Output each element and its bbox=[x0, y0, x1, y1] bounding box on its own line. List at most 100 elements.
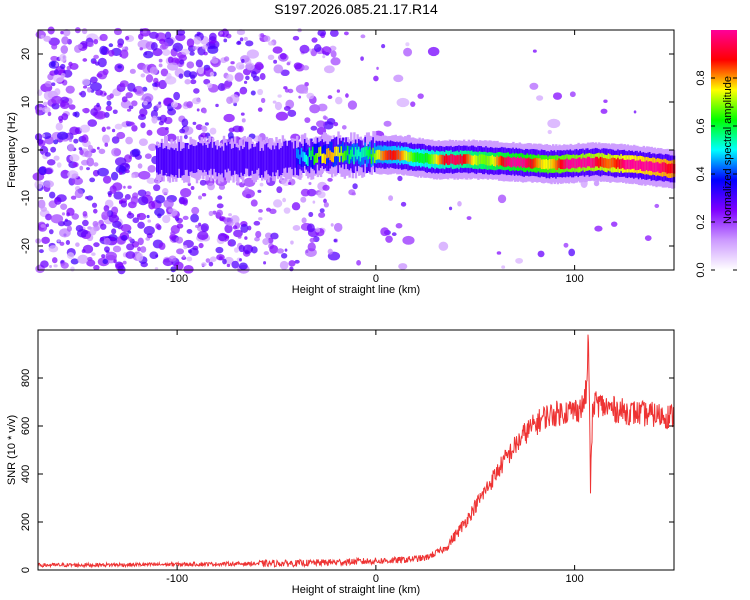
spectrogram-cell bbox=[93, 54, 99, 59]
spectrogram-cell bbox=[341, 125, 347, 130]
spectrogram-cell bbox=[197, 65, 205, 75]
spectrogram-ridge-cell bbox=[631, 159, 634, 169]
spectrogram-ridge-cell bbox=[623, 159, 626, 170]
spectrogram-cell bbox=[168, 255, 177, 262]
x-tick-label: 100 bbox=[565, 273, 583, 285]
spectrogram-cell bbox=[150, 42, 158, 51]
spectrogram-cell bbox=[273, 64, 284, 74]
spectrogram-cell bbox=[60, 72, 66, 79]
spectrogram-ridge-cell bbox=[381, 150, 385, 161]
spectrogram-cell bbox=[126, 243, 135, 251]
spectrogram-cell bbox=[48, 191, 56, 199]
spectrogram-ridge-cell bbox=[569, 159, 572, 170]
spectrogram-cell bbox=[77, 254, 89, 264]
spectrogram-cell bbox=[192, 45, 198, 51]
spectrogram-cell bbox=[113, 191, 124, 200]
spectrogram-ridge-cell bbox=[181, 148, 184, 176]
spectrogram-cell bbox=[112, 245, 122, 253]
spectrogram-cell bbox=[187, 182, 191, 187]
spectrogram-ridge-cell bbox=[362, 147, 366, 158]
spectrogram-cell bbox=[91, 252, 96, 256]
spectrogram-ridge-cell bbox=[389, 150, 393, 160]
spectrogram-cell bbox=[56, 162, 62, 168]
spectrogram-ridge-cell bbox=[307, 156, 310, 167]
spectrogram-cell bbox=[287, 109, 297, 117]
spectrogram-cell bbox=[139, 108, 148, 117]
spectrogram-cell bbox=[299, 44, 310, 54]
spectrogram-cell bbox=[322, 115, 327, 120]
spectrogram-cell bbox=[55, 122, 63, 131]
spectrogram-cell bbox=[125, 251, 136, 259]
spectrogram-ridge-cell bbox=[218, 146, 221, 173]
spectrogram-cell bbox=[109, 236, 116, 242]
spectrogram-cell bbox=[300, 196, 307, 203]
spectrogram-ridge-cell bbox=[416, 152, 420, 162]
spectrogram-cell bbox=[497, 194, 507, 204]
spectrogram-cell bbox=[633, 110, 637, 114]
spectrogram-cell bbox=[195, 124, 203, 131]
spectrogram-cell bbox=[60, 63, 66, 70]
spectrogram-cell bbox=[53, 155, 60, 161]
spectrogram-cell bbox=[90, 76, 98, 84]
spectrogram-cell bbox=[158, 121, 164, 126]
spectrogram-ridge-cell bbox=[612, 157, 615, 168]
spectrogram-ridge-cell bbox=[556, 160, 560, 170]
spectrogram-cell bbox=[292, 35, 300, 41]
spectrogram-cell bbox=[85, 233, 91, 239]
spectrogram-cell bbox=[110, 171, 119, 181]
spectrogram-cell bbox=[593, 180, 600, 187]
spectrogram-cell bbox=[93, 38, 99, 45]
spectrogram-cell bbox=[396, 97, 410, 108]
x-tick-label: -100 bbox=[166, 273, 188, 285]
spectrogram-ridge-cell bbox=[342, 152, 345, 163]
spectrogram-cell bbox=[277, 94, 282, 98]
spectrogram-cell bbox=[254, 236, 260, 242]
spectrogram-cell bbox=[65, 85, 75, 94]
x-tick-label: 0 bbox=[373, 573, 379, 585]
spectrogram-cell bbox=[438, 241, 449, 251]
spectrogram-cell bbox=[276, 186, 283, 194]
spectrogram-ridge-cell bbox=[356, 149, 359, 160]
y-tick-label: 0 bbox=[20, 567, 32, 573]
spectrogram-cell bbox=[417, 93, 424, 99]
spectrogram-cell bbox=[108, 214, 120, 223]
spectrogram-cell bbox=[91, 202, 98, 208]
spectrogram-cell bbox=[391, 232, 397, 237]
spectrogram-ridge-cell bbox=[432, 154, 436, 165]
spectrogram-cell bbox=[84, 150, 93, 158]
spectrogram-ridge-cell bbox=[299, 154, 302, 165]
spectrogram-cell bbox=[283, 106, 291, 112]
spectrogram-ridge-cell bbox=[226, 145, 229, 173]
spectrogram-cell bbox=[311, 37, 318, 43]
spectrogram-cell bbox=[126, 212, 135, 219]
spectrogram-ridge-cell bbox=[178, 141, 181, 169]
spectrogram-cell bbox=[60, 203, 68, 210]
spectrogram-ridge-cell bbox=[636, 160, 639, 171]
spectrogram-ridge-cell bbox=[351, 147, 355, 157]
spectrogram-cell bbox=[206, 82, 213, 89]
spectrogram-ridge-cell bbox=[594, 156, 598, 167]
spectrogram-cell bbox=[40, 206, 48, 212]
spectrogram-ridge-cell bbox=[515, 158, 518, 168]
spectrogram-cell bbox=[600, 108, 608, 114]
spectrogram-cell bbox=[160, 68, 169, 77]
spectrogram-ridge-cell bbox=[585, 158, 588, 168]
spectrogram-cell bbox=[138, 138, 148, 146]
spectrogram-cell bbox=[44, 80, 52, 88]
spectrogram-cell bbox=[113, 259, 117, 264]
spectrogram-cell bbox=[448, 206, 453, 211]
spectrogram-cell bbox=[233, 247, 240, 253]
colorbar-tick-label: 0.2 bbox=[695, 214, 707, 229]
spectrogram-cell bbox=[73, 138, 79, 144]
spectrogram-cell bbox=[308, 211, 314, 217]
spectrogram-cell bbox=[223, 56, 230, 62]
spectrogram-ridge-cell bbox=[176, 150, 180, 178]
spectrogram-cell bbox=[72, 177, 84, 186]
spectrogram-ridge-cell bbox=[415, 152, 418, 163]
spectrogram-ridge-cell bbox=[639, 159, 642, 170]
spectrogram-ridge-cell bbox=[233, 143, 237, 171]
spectrogram-ridge-cell bbox=[302, 151, 305, 162]
spectrogram-ridge-cell bbox=[628, 159, 631, 170]
spectrogram-cell bbox=[186, 256, 193, 262]
spectrogram-cell bbox=[189, 247, 199, 257]
